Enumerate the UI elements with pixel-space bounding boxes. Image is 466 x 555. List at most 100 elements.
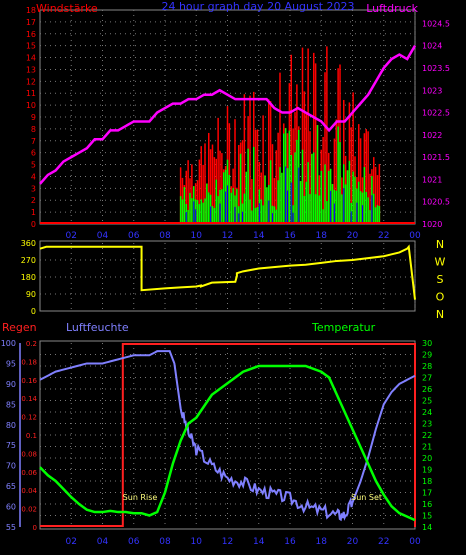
hour-tick-label: 14 — [253, 231, 265, 241]
wind-tick-label: 15 — [26, 42, 36, 51]
temperature-tick-label: 24 — [422, 408, 432, 417]
wind-tick-label: 17 — [26, 18, 36, 27]
wind-axis-title: Windstärke — [36, 2, 98, 15]
compass-label: N — [436, 308, 444, 321]
wind-tick-label: 1 — [31, 208, 36, 217]
temperature-tick-label: 16 — [422, 500, 432, 509]
wind-tick-label: 9 — [31, 113, 36, 122]
rain-tick-label: 0.14 — [21, 395, 37, 403]
wind-tick-label: 0 — [31, 220, 36, 229]
pressure-tick-label: 1022.5 — [422, 109, 450, 118]
pressure-tick-label: 1023 — [422, 86, 442, 95]
humidity-line — [39, 350, 416, 522]
rain-axis-labels: 0 0.02 0.04 0.06 0.08 0.1 0.12 0.14 0.16 0.18 0.2 — [21, 340, 37, 532]
pressure-axis-title: Luftdruck — [366, 2, 418, 15]
hour-tick-label: 02 — [66, 231, 77, 241]
rain-tick-label: 0.16 — [21, 377, 37, 385]
rain-line — [40, 343, 416, 527]
hour-tick-label: 14 — [253, 537, 265, 547]
hour-tick-label: 00 — [409, 537, 421, 547]
direction-line — [39, 244, 416, 300]
direction-tick-label: 90 — [26, 290, 36, 299]
direction-axis-labels: 0 90 180 270 360 — [21, 239, 36, 316]
wind-tick-label: 5 — [31, 161, 36, 170]
rain-axis-title: Regen — [2, 321, 37, 334]
humidity-tick-label: 80 — [6, 421, 16, 430]
hour-tick-label: 12 — [222, 231, 233, 241]
direction-tick-label: 180 — [21, 273, 36, 282]
temperature-axis-labels: 14 15 16 17 18 19 20 21 22 23 24 25 26 27 28 29 30 — [422, 339, 432, 532]
hour-tick-label: 04 — [97, 231, 109, 241]
hour-tick-label: 08 — [159, 537, 171, 547]
wind-tick-label: 8 — [31, 125, 36, 134]
pressure-line — [39, 45, 417, 185]
humidity-x-axis-labels: 02 04 06 08 10 12 14 16 18 20 22 00 — [66, 537, 421, 547]
temperature-tick-label: 14 — [422, 523, 432, 532]
rain-tick-label: 0.04 — [21, 487, 37, 495]
temperature-tick-label: 30 — [422, 339, 432, 348]
rain-tick-label: 0.08 — [21, 450, 37, 458]
compass-label: N — [436, 238, 444, 251]
hour-tick-label: 06 — [128, 231, 140, 241]
temperature-line — [39, 364, 416, 522]
hour-tick-label: 04 — [97, 537, 109, 547]
humidity-axis-title: Luftfeuchte — [66, 321, 129, 334]
hour-tick-label: 16 — [284, 231, 296, 241]
compass-label: W — [435, 256, 446, 269]
hour-tick-label: 18 — [316, 231, 328, 241]
humidity-tick-label: 75 — [6, 441, 16, 450]
pressure-tick-label: 1024.5 — [422, 19, 450, 28]
hour-tick-label: 22 — [378, 231, 389, 241]
wind-tick-label: 2 — [31, 196, 36, 205]
direction-grid — [40, 243, 416, 311]
pressure-tick-label: 1022 — [422, 131, 442, 140]
temperature-tick-label: 25 — [422, 397, 432, 406]
temperature-tick-label: 23 — [422, 420, 432, 429]
pressure-tick-label: 1023.5 — [422, 64, 450, 73]
direction-tick-label: 0 — [31, 307, 36, 316]
wind-tick-label: 4 — [31, 172, 36, 181]
rain-tick-label: 0.18 — [21, 358, 37, 366]
pressure-tick-label: 1021.5 — [422, 153, 450, 162]
sun-annotations: Sun Rise Sun Set — [123, 493, 382, 502]
pressure-tick-label: 1021 — [422, 175, 442, 184]
humidity-tick-label: 95 — [6, 359, 16, 368]
rain-tick-label: 0 — [33, 524, 37, 532]
humidity-tick-label: 60 — [6, 503, 16, 512]
hour-tick-label: 18 — [316, 537, 328, 547]
rain-tick-label: 0.1 — [26, 432, 37, 440]
pressure-tick-label: 1024 — [422, 42, 442, 51]
hour-tick-label: 00 — [409, 231, 421, 241]
direction-tick-label: 270 — [21, 256, 36, 265]
humidity-tick-label: 65 — [6, 482, 16, 491]
humidity-tick-label: 55 — [6, 523, 16, 532]
temperature-tick-label: 19 — [422, 466, 432, 475]
wind-tick-label: 16 — [26, 30, 36, 39]
temperature-tick-label: 15 — [422, 512, 432, 521]
temperature-tick-label: 20 — [422, 454, 432, 463]
temperature-tick-label: 28 — [422, 362, 432, 371]
temperature-tick-label: 17 — [422, 489, 432, 498]
wind-x-axis-labels: 02 04 06 08 10 12 14 16 18 20 22 00 — [66, 231, 421, 241]
hour-tick-label: 06 — [128, 537, 140, 547]
compass-label: O — [436, 291, 445, 304]
hour-tick-label: 16 — [284, 537, 296, 547]
humidity-tick-label: 85 — [6, 400, 16, 409]
hour-tick-label: 10 — [191, 231, 203, 241]
hour-tick-label: 20 — [347, 231, 359, 241]
wind-tick-label: 14 — [26, 54, 36, 63]
pressure-axis-labels: 1020 1020.5 1021 1021.5 1022 1022.5 1023 1023.5… — [422, 19, 450, 229]
sun-annotation-label: Sun Rise — [123, 493, 158, 502]
hour-tick-label: 08 — [159, 231, 171, 241]
wind-tick-label: 10 — [26, 101, 36, 110]
wind-tick-label: 3 — [31, 184, 36, 193]
hour-tick-label: 20 — [347, 537, 359, 547]
hour-tick-label: 22 — [378, 537, 389, 547]
temperature-tick-label: 29 — [422, 351, 432, 360]
temperature-tick-label: 27 — [422, 374, 432, 383]
rain-tick-label: 0.12 — [21, 414, 37, 422]
wind-tick-label: 18 — [26, 6, 36, 15]
humidity-temp-grid — [40, 343, 416, 527]
